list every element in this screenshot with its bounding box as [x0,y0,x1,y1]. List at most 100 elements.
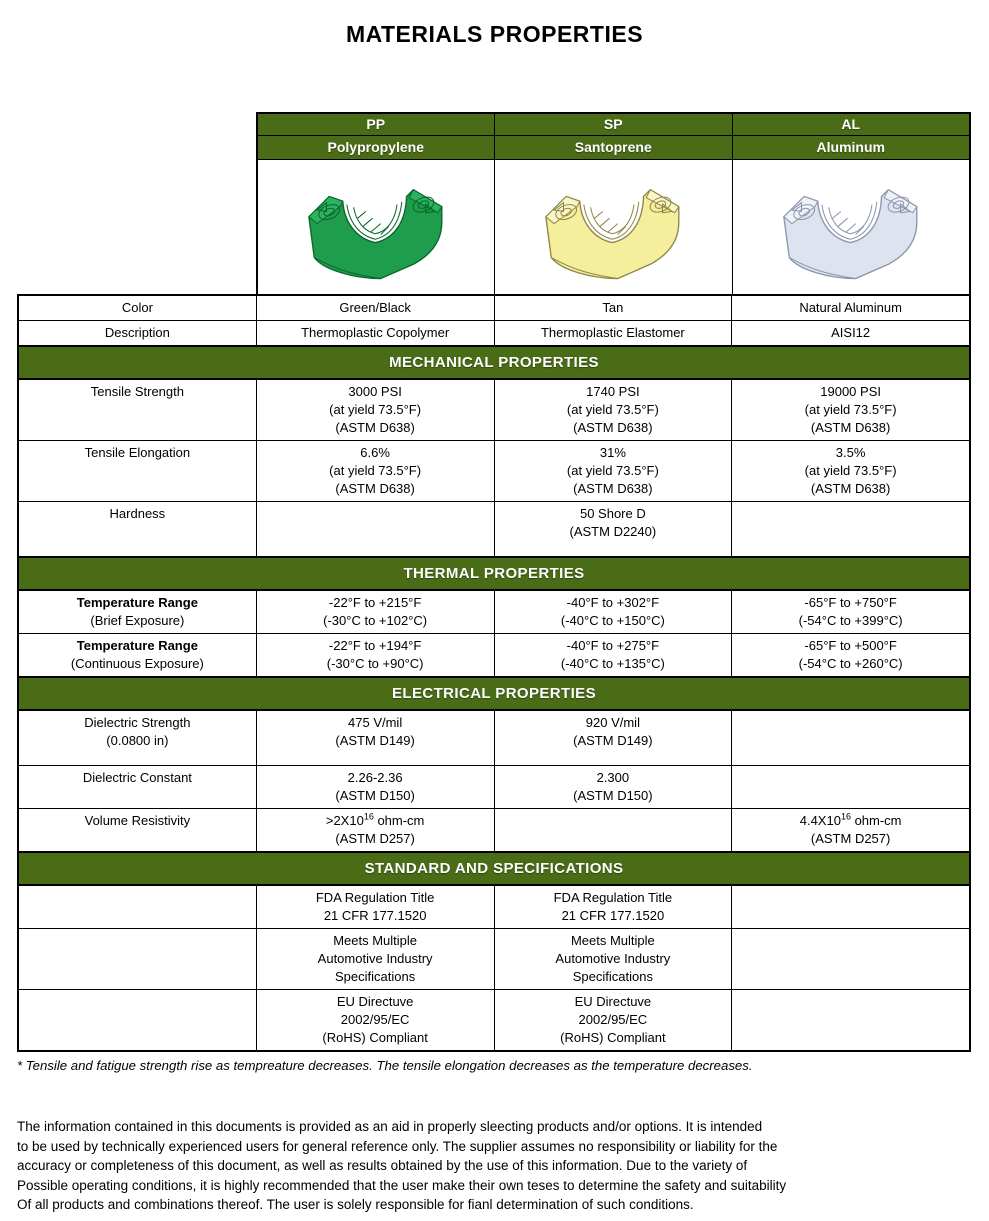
cell-line: -22°F to +194°F [328,638,422,653]
cell-line: Temperature Range [76,595,198,610]
cell-line: (ASTM D638) [810,481,891,496]
cell-line: 3.5% [835,445,866,460]
cell-line: -40°F to +302°F [566,595,660,610]
table-row: Meets Multiple Automotive Industry Specifi… [19,928,969,989]
cell-line: Description [104,325,170,340]
row-label-cell: Dielectric Strength (0.0800 in) [19,711,256,765]
value-cell: -22°F to +215°F (-30°C to +102°C) [255,591,494,633]
table-row: Hardness 50 Shore D (ASTM D2240) [19,501,969,556]
value-cell: EU Directuve 2002/95/EC (RoHS) Compliant [493,990,732,1050]
value-cell: 3.5% (at yield 73.5°F) (ASTM D638) [731,441,969,501]
value-cell: 475 V/mil (ASTM D149) [255,711,494,765]
cell-line: Color [121,300,153,315]
value-cell: FDA Regulation Title 21 CFR 177.1520 [255,886,494,928]
table-row: Tensile Elongation 6.6% (at yield 73.5°F) (… [19,440,969,501]
cell-line: (-54°C to +260°C) [798,656,903,671]
value-cell: AISI12 [731,321,969,345]
cell-line: Specifications [335,969,416,984]
cell-line: (0.0800 in) [106,733,169,748]
value-cell [731,711,969,765]
cell-line: (RoHS) Compliant [322,1030,428,1045]
table-row: Temperature Range (Continuous Exposure) -2… [19,633,969,676]
cell-line: (ASTM D150) [335,788,415,803]
cell-line: (-30°C to +90°C) [326,656,424,671]
cell-line: Green/Black [339,300,411,315]
disclaimer-line: Possible operating conditions, it is hig… [17,1177,787,1193]
cell-line: Specifications [572,969,653,984]
cell-line: (ASTM D638) [335,481,415,496]
cell-line: Meets Multiple [570,933,655,948]
cell-line: -65°F to +500°F [804,638,897,653]
cell-line: (-54°C to +399°C) [798,613,903,628]
value-cell: 50 Shore D (ASTM D2240) [493,502,732,556]
cell-line: (at yield 73.5°F) [329,463,422,478]
value-cell: 1740 PSI (at yield 73.5°F) (ASTM D638) [493,380,732,440]
value-cell [731,886,969,928]
section-banner: MECHANICAL PROPERTIES [19,345,969,378]
cell-line: (ASTM D638) [335,420,415,435]
page-title: MATERIALS PROPERTIES [345,21,644,47]
material-name-al: Aluminum [731,136,969,159]
value-cell: Thermoplastic Copolymer [255,321,494,345]
disclaimer-line: to be used by technically experienced us… [17,1138,778,1154]
row-label-cell: Temperature Range (Continuous Exposure) [19,634,256,676]
cell-line: Dielectric Constant [82,770,192,785]
cell-line: Thermoplastic Elastomer [540,325,685,340]
value-cell [731,929,969,989]
cell-line: (Continuous Exposure) [70,656,204,671]
value-cell: -65°F to +750°F (-54°C to +399°C) [731,591,969,633]
row-label-cell: Volume Resistivity [19,809,256,851]
material-name-pp: Polypropylene [257,136,494,159]
cell-line: (RoHS) Compliant [560,1030,666,1045]
cell-line: Tensile Strength [90,384,184,399]
cell-line: Natural Aluminum [799,300,902,315]
section-banner: STANDARD AND SPECIFICATIONS [19,851,969,884]
cell-line: 920 V/mil [585,715,640,730]
section-banner: ELECTRICAL PROPERTIES [19,676,969,709]
table-row: Dielectric Strength (0.0800 in) 475 V/mil (… [19,709,969,765]
value-cell [493,809,732,851]
cell-line: Automotive Industry [555,951,671,966]
value-cell: Natural Aluminum [731,296,969,320]
cell-line: 31% [599,445,626,460]
value-cell: 31% (at yield 73.5°F) (ASTM D638) [493,441,732,501]
value-cell: Green/Black [255,296,494,320]
cell-line: 21 CFR 177.1520 [561,908,665,923]
table-row: EU Directuve 2002/95/EC (RoHS) Compliant EU… [19,989,969,1050]
cell-line: (at yield 73.5°F) [566,463,659,478]
value-cell [731,990,969,1050]
value-cell: 4.4X1016 ohm-cm (ASTM D257) [731,809,969,851]
cell-line: FDA Regulation Title [315,890,435,905]
cell-line: (at yield 73.5°F) [804,402,897,417]
cell-line: (ASTM D257) [810,831,891,846]
cell-line: >2X1016 ohm-cm [325,811,425,828]
material-code-al: AL [731,114,969,135]
cell-line: -22°F to +215°F [328,595,422,610]
clamp-part-image-pp [307,188,443,280]
cell-line: Tensile Elongation [84,445,191,460]
cell-line: (-40°C to +135°C) [560,656,665,671]
table-row: Dielectric Constant 2.26-2.36 (ASTM D150) 2… [19,765,969,808]
clamp-part-image-al [782,188,918,280]
row-label-cell: Hardness [19,502,256,556]
cell-line: 1740 PSI [586,384,640,399]
cell-line: (ASTM D638) [573,481,653,496]
material-code-pp: PP [257,114,494,135]
value-cell: Tan [493,296,732,320]
cell-line: (at yield 73.5°F) [329,402,422,417]
value-cell: >2X1016 ohm-cm (ASTM D257) [255,809,494,851]
part-image-cell-pp [258,160,495,294]
section-banner: THERMAL PROPERTIES [19,556,969,589]
cell-line: Meets Multiple [333,933,418,948]
table-row: Volume Resistivity >2X1016 ohm-cm (ASTM D2… [19,808,969,851]
cell-line: (ASTM D638) [810,420,891,435]
material-image-row [257,159,969,294]
row-label-cell: Temperature Range (Brief Exposure) [19,591,256,633]
material-code-sp: SP [494,114,732,135]
value-cell: 3000 PSI (at yield 73.5°F) (ASTM D638) [255,380,494,440]
value-cell: -40°F to +302°F (-40°C to +150°C) [493,591,732,633]
cell-line: Volume Resistivity [84,813,191,828]
part-image-cell-sp [494,160,732,294]
value-cell: -65°F to +500°F (-54°C to +260°C) [731,634,969,676]
value-cell: Meets Multiple Automotive Industry Specifi… [493,929,732,989]
